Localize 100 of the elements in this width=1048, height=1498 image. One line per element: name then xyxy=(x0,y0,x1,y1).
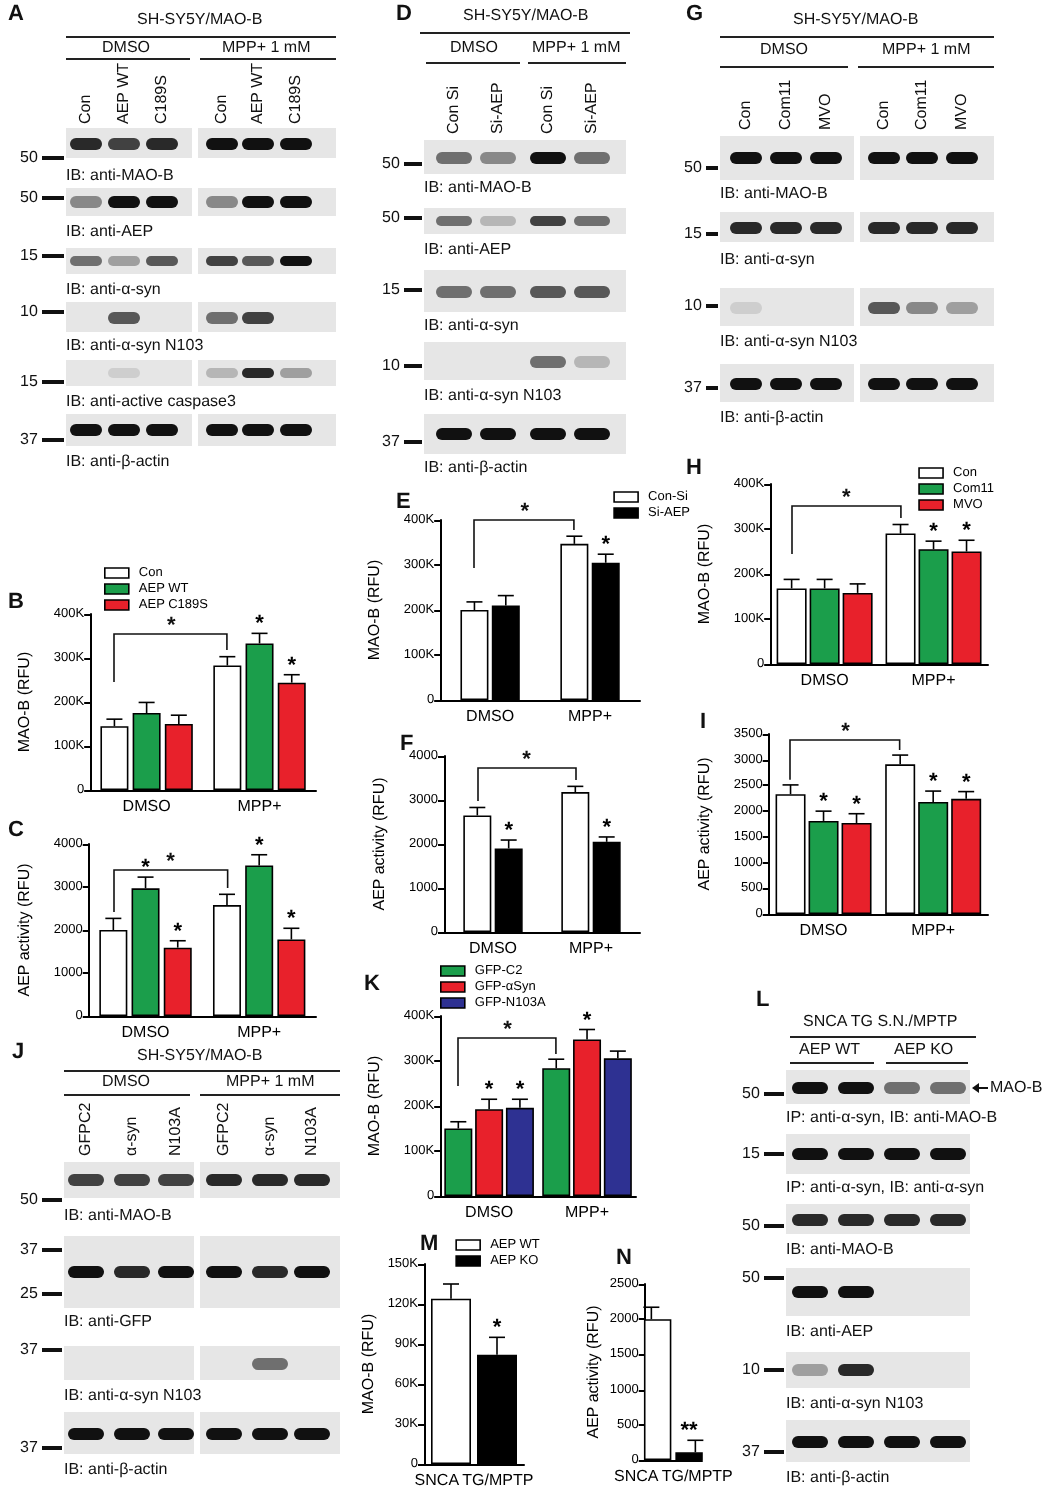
text: 15 xyxy=(20,372,38,390)
y-axis-title: AEP activity (RFU) xyxy=(695,756,713,891)
text: DMSO xyxy=(760,40,808,58)
text: Com11 xyxy=(776,79,794,130)
data-label: * xyxy=(515,1078,526,1103)
data-label: * xyxy=(287,907,298,932)
x-tick-label: MPP+ xyxy=(568,707,613,725)
text: 50 xyxy=(20,148,38,166)
text: IB: anti-AEP xyxy=(786,1322,874,1340)
data-label: * xyxy=(601,533,612,558)
text: IB: anti-β-actin xyxy=(786,1468,890,1486)
data-label: * xyxy=(141,856,152,881)
text: MPP+ 1 mM xyxy=(222,38,311,56)
text: GFPC2 xyxy=(76,1102,94,1156)
x-tick-label: MPP+ xyxy=(237,1023,282,1041)
text: IB: anti-α-syn N103 xyxy=(424,386,562,404)
text: SH-SY5Y/MAO-B xyxy=(793,10,919,28)
annotation: * xyxy=(842,486,851,511)
text: AEP WT xyxy=(248,62,266,124)
data-label: * xyxy=(255,612,266,637)
text: MAO-B xyxy=(990,1078,1043,1096)
chart-title: K xyxy=(364,972,380,996)
text: Con xyxy=(874,100,892,130)
x-tick-label: MPP+ xyxy=(565,1203,610,1221)
text: 15 xyxy=(742,1144,760,1162)
text: IB: anti-MAO-B xyxy=(64,1206,172,1224)
text: N103A xyxy=(302,1107,320,1156)
annotation: * xyxy=(166,614,176,639)
text: IB: anti-MAO-B xyxy=(786,1240,894,1258)
y-axis-title: MAO-B (RFU) xyxy=(359,1313,377,1415)
text: 37 xyxy=(742,1442,760,1460)
chart-title: E xyxy=(396,490,411,514)
x-tick-label: SNCA TG/MPTP xyxy=(414,1471,534,1489)
y-axis-title: MAO-B (RFU) xyxy=(15,651,33,753)
annotation: * xyxy=(503,1017,512,1042)
text: 50 xyxy=(382,154,400,172)
chart-title: I xyxy=(700,710,707,734)
text: SNCA TG S.N./MPTP xyxy=(803,1012,958,1030)
y-axis-title: AEP activity (RFU) xyxy=(370,776,389,911)
text: IB: anti-α-syn xyxy=(424,316,519,334)
text: DMSO xyxy=(450,38,498,56)
data-label: * xyxy=(173,919,184,944)
y-axis-title: AEP activity (RFU) xyxy=(15,862,33,997)
text: 25 xyxy=(20,1284,38,1302)
text: 50 xyxy=(382,208,400,226)
y-axis-title: MAO-B (RFU) xyxy=(695,523,713,625)
chart-title: N xyxy=(616,1246,632,1270)
data-label: * xyxy=(492,1316,503,1341)
text: 50 xyxy=(684,158,702,176)
text: α-syn xyxy=(122,1116,140,1156)
data-label: * xyxy=(287,653,298,678)
annotation: * xyxy=(841,719,850,744)
text: IB: anti-α-syn N103 xyxy=(66,336,204,354)
text: IB: anti-GFP xyxy=(64,1312,153,1330)
text: 50 xyxy=(20,188,38,206)
text: Con xyxy=(736,100,754,130)
text: 37 xyxy=(382,432,400,450)
text: 37 xyxy=(684,378,702,396)
text: 10 xyxy=(742,1360,760,1378)
text: IB: anti-α-syn xyxy=(720,250,815,268)
text: GFPC2 xyxy=(214,1102,232,1156)
y-axis-title: AEP activity (RFU) xyxy=(583,1304,602,1439)
text: 50 xyxy=(20,1190,38,1208)
text: MPP+ 1 mM xyxy=(532,38,621,56)
text: Con Si xyxy=(444,85,462,134)
text: Com11 xyxy=(912,79,930,130)
chart-title: H xyxy=(686,456,702,480)
text: 10 xyxy=(382,356,400,374)
annotation: * xyxy=(166,850,175,875)
chart-title: M xyxy=(420,1232,439,1256)
text: Si-AEP xyxy=(488,82,506,134)
text: DMSO xyxy=(102,1072,150,1090)
x-tick-label: MPP+ xyxy=(911,671,957,689)
data-label: * xyxy=(602,815,613,840)
text: IB: anti-α-syn N103 xyxy=(720,332,858,350)
text: IB: anti-MAO-B xyxy=(720,184,828,202)
text: 37 xyxy=(20,1438,38,1456)
text: Con xyxy=(76,94,94,124)
text: IP: anti-α-syn, IB: anti-MAO-B xyxy=(786,1108,998,1126)
text: J xyxy=(12,1040,25,1064)
text: IB: anti-MAO-B xyxy=(424,178,532,196)
text: N103A xyxy=(166,1107,184,1156)
x-tick-label: SNCA TG/MPTP xyxy=(613,1467,733,1485)
annotation: * xyxy=(522,748,531,773)
text: IB: anti-α-syn N103 xyxy=(786,1394,924,1412)
text: 50 xyxy=(742,1268,760,1286)
y-axis-title: MAO-B (RFU) xyxy=(365,559,383,661)
data-label: * xyxy=(962,519,973,544)
text: AEP WT xyxy=(799,1040,861,1058)
data-label: * xyxy=(582,1008,593,1033)
data-label: * xyxy=(852,792,863,817)
data-label: * xyxy=(928,770,939,795)
text: 37 xyxy=(20,1240,38,1258)
text: Con Si xyxy=(538,85,556,134)
text: 15 xyxy=(382,280,400,298)
chart-title: B xyxy=(8,590,24,614)
data-label: * xyxy=(961,770,972,795)
text: IB: anti-active caspase3 xyxy=(66,392,236,410)
chart-title: C xyxy=(8,818,24,842)
text: SH-SY5Y/MAO-B xyxy=(463,6,589,24)
